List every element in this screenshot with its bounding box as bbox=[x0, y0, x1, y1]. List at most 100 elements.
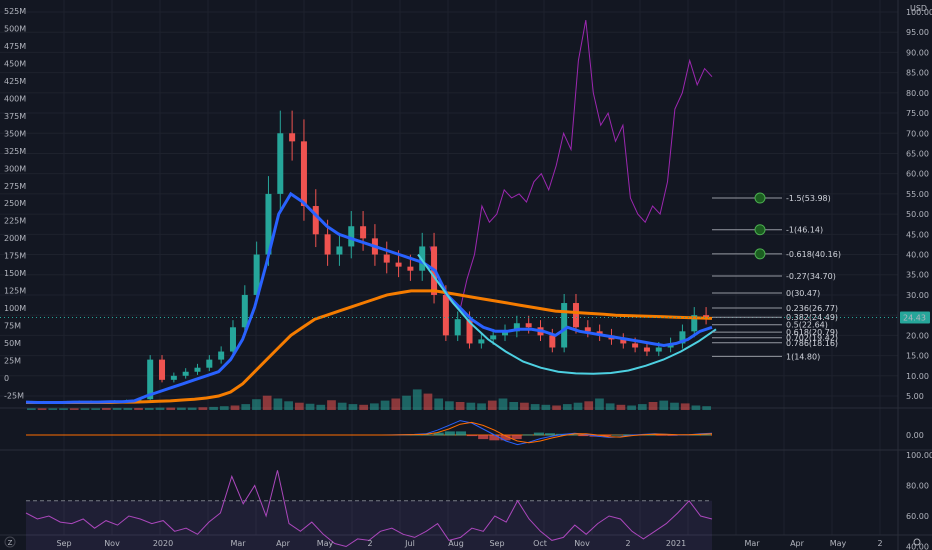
volume-bar bbox=[187, 407, 197, 410]
settings-icon[interactable] bbox=[913, 538, 921, 546]
volume-bar bbox=[648, 402, 658, 410]
volume-bar bbox=[605, 403, 615, 410]
volume-bar bbox=[670, 402, 679, 410]
price-tick-label: 55.00 bbox=[906, 190, 929, 199]
volume-bar bbox=[294, 402, 304, 410]
last-price-label: 24.43 bbox=[903, 313, 926, 322]
time-tick-label: 2021 bbox=[666, 539, 686, 548]
candle-body bbox=[454, 319, 461, 336]
fib-level-label: 0.5(22.64) bbox=[786, 321, 828, 330]
fib-marker-icon bbox=[754, 248, 766, 260]
volume-bar bbox=[241, 404, 251, 410]
macd-histogram-bar bbox=[645, 434, 656, 436]
macd-histogram-bar bbox=[444, 431, 455, 436]
time-tick-label: Nov bbox=[104, 539, 120, 548]
volume-bar bbox=[134, 407, 143, 410]
volume-tick-label: 275M bbox=[4, 182, 26, 191]
fib-marker-icon bbox=[754, 224, 766, 236]
fib-marker-icon bbox=[754, 192, 766, 204]
price-tick-label: 30.00 bbox=[906, 291, 929, 300]
volume-bar bbox=[284, 401, 293, 410]
time-tick-label: Jul bbox=[404, 539, 415, 548]
price-tick-label: 80.00 bbox=[906, 89, 929, 98]
volume-bar bbox=[445, 401, 454, 410]
volume-tick-label: 75M bbox=[4, 322, 21, 331]
fib-level-label: 0.382(24.49) bbox=[786, 313, 838, 322]
fib-level-label: -0.618(40.16) bbox=[786, 250, 841, 259]
macd-histogram-bar bbox=[467, 435, 478, 437]
price-tick-label: 20.00 bbox=[906, 331, 929, 340]
fib-level-label: 0.236(26.77) bbox=[786, 304, 838, 313]
fib-level-label: 0.786(18.16) bbox=[786, 339, 838, 348]
volume-bar bbox=[434, 398, 444, 410]
volume-bar bbox=[541, 404, 551, 410]
candle-body bbox=[407, 266, 414, 271]
candle-body bbox=[312, 206, 319, 235]
candle-body bbox=[478, 339, 485, 344]
volume-bar bbox=[144, 407, 154, 410]
volume-tick-label: 200M bbox=[4, 234, 26, 243]
price-tick-label: 75.00 bbox=[906, 109, 929, 118]
macd-histogram-bar bbox=[533, 432, 544, 436]
time-tick-label: Apr bbox=[790, 539, 805, 548]
volume-bar bbox=[616, 404, 626, 410]
macd-histogram-bar bbox=[611, 434, 622, 436]
candle-body bbox=[561, 303, 568, 348]
fib-level-label: 1(14.80) bbox=[786, 352, 820, 361]
rsi-band bbox=[26, 500, 712, 550]
candle-body bbox=[502, 331, 509, 336]
candle-body bbox=[643, 347, 650, 352]
volume-bar bbox=[509, 402, 519, 410]
candle-body bbox=[419, 246, 426, 271]
volume-bar bbox=[380, 400, 390, 410]
candle-body bbox=[218, 351, 225, 360]
volume-tick-label: 100M bbox=[4, 304, 26, 313]
volume-tick-label: 175M bbox=[4, 252, 26, 261]
volume-tick-label: 150M bbox=[4, 269, 26, 278]
macd-histogram-bar bbox=[455, 431, 467, 436]
volume-bar bbox=[37, 408, 47, 410]
price-unit: USD bbox=[910, 4, 927, 13]
volume-bar bbox=[155, 407, 165, 410]
macd-histogram-bar bbox=[578, 435, 589, 437]
macd-pane bbox=[26, 420, 713, 446]
time-tick-label: 2 bbox=[625, 539, 630, 548]
candle-body bbox=[383, 254, 390, 263]
volume-bar bbox=[702, 406, 711, 410]
candle-body bbox=[289, 133, 296, 142]
volume-bar bbox=[498, 398, 508, 410]
price-tick-label: 45.00 bbox=[906, 230, 929, 239]
candle-body bbox=[300, 141, 307, 207]
volume-bar bbox=[112, 407, 122, 410]
volume-bar bbox=[177, 407, 186, 410]
fib-level-label: 0(30.47) bbox=[786, 289, 820, 298]
last-price-badge bbox=[900, 311, 930, 324]
volume-bar bbox=[327, 400, 336, 410]
volume-bar bbox=[209, 406, 218, 410]
candle-body bbox=[490, 335, 497, 340]
price-axis[interactable]: 100.00 95.00 90.00 85.00 80.00 75.00 70.00 65.0… bbox=[900, 8, 932, 550]
candle-body bbox=[549, 335, 556, 348]
candle-body bbox=[206, 359, 213, 368]
volume-bar bbox=[80, 408, 90, 410]
candle-body bbox=[632, 343, 639, 348]
price-tick-label: 65.00 bbox=[906, 149, 929, 158]
price-tick-label: 95.00 bbox=[906, 28, 929, 37]
price-pane bbox=[0, 20, 898, 404]
time-axis[interactable]: Sep Nov 2020 Mar Apr May 2 Jul Aug Sep Oct Nov 2 2021… bbox=[56, 539, 882, 548]
volume-bar bbox=[27, 408, 36, 410]
volume-bar bbox=[455, 402, 465, 410]
candle-body bbox=[525, 323, 532, 328]
candle-body bbox=[336, 246, 343, 255]
candle-body bbox=[655, 347, 662, 352]
timezone-icon[interactable]: Z bbox=[8, 539, 13, 547]
fib-level-label: -0.27(34.70) bbox=[786, 272, 836, 281]
candle-body bbox=[395, 262, 402, 267]
price-tick-label: 15.00 bbox=[906, 352, 929, 361]
fib-level-label: -1.5(53.98) bbox=[786, 194, 831, 203]
price-tick-label: 100.00 bbox=[906, 8, 932, 17]
volume-bar bbox=[391, 398, 401, 410]
volume-bar bbox=[337, 402, 347, 410]
volume-bar bbox=[348, 404, 358, 410]
